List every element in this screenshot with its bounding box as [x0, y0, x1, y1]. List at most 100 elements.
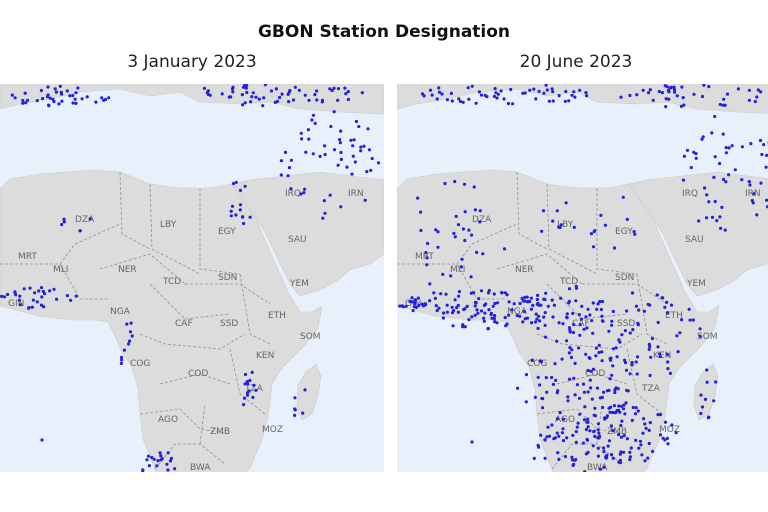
station-marker: [503, 315, 507, 320]
station-marker: [289, 187, 293, 191]
station-marker: [533, 395, 537, 399]
station-marker: [644, 426, 648, 430]
station-marker: [173, 467, 177, 471]
station-marker: [523, 299, 527, 303]
station-marker: [39, 286, 44, 290]
station-marker: [467, 318, 471, 322]
station-marker: [658, 352, 662, 356]
country-label: SSD: [220, 319, 238, 329]
station-marker: [538, 319, 542, 323]
station-marker: [13, 96, 17, 100]
station-marker: [450, 305, 454, 309]
station-marker: [591, 245, 596, 249]
station-marker: [582, 327, 586, 331]
station-marker: [535, 317, 539, 321]
station-marker: [681, 178, 686, 182]
station-marker: [71, 94, 75, 98]
madagascar-landmass: [693, 363, 719, 421]
station-marker: [565, 436, 569, 440]
station-marker: [437, 306, 441, 310]
station-marker: [547, 434, 552, 438]
station-marker: [610, 410, 614, 414]
station-marker: [365, 170, 369, 174]
station-marker: [631, 405, 635, 410]
station-marker: [231, 181, 236, 186]
country-label: MLI: [450, 265, 465, 275]
station-marker: [563, 455, 567, 459]
station-marker: [534, 97, 538, 101]
station-marker: [470, 315, 474, 319]
country-label: EGY: [615, 227, 633, 237]
station-marker: [466, 86, 470, 90]
station-marker: [350, 172, 354, 176]
station-marker: [74, 91, 78, 95]
country-label: TCD: [162, 277, 181, 287]
station-marker: [688, 318, 692, 322]
station-marker: [128, 330, 133, 334]
station-marker: [628, 455, 632, 459]
station-marker: [516, 386, 520, 390]
station-marker: [234, 180, 238, 184]
station-marker: [647, 428, 651, 432]
station-marker: [293, 85, 297, 89]
station-marker: [58, 84, 62, 88]
station-marker: [550, 375, 554, 380]
station-marker: [349, 138, 353, 142]
station-marker: [0, 294, 4, 298]
station-marker: [165, 462, 169, 466]
station-marker: [582, 390, 586, 394]
station-marker: [78, 229, 82, 233]
station-marker: [537, 89, 541, 93]
station-marker: [596, 302, 600, 306]
station-marker: [507, 313, 511, 317]
station-marker: [730, 144, 734, 148]
station-marker: [35, 99, 39, 103]
station-marker: [614, 410, 618, 414]
station-marker: [293, 396, 297, 400]
station-marker: [721, 132, 725, 136]
station-marker: [634, 438, 638, 442]
map-panel-january: DZA LBY EGY IRQ IRN SAU YEM MRT MLI NER TCD SDN GIN N…: [0, 84, 384, 472]
station-marker: [250, 370, 254, 374]
station-marker: [736, 87, 740, 91]
station-marker: [666, 88, 671, 92]
station-marker: [566, 399, 570, 403]
station-marker: [120, 355, 124, 359]
station-marker: [269, 89, 274, 93]
station-marker: [434, 228, 438, 232]
station-marker: [273, 100, 277, 104]
station-marker: [702, 84, 706, 87]
country-label: LBY: [557, 220, 574, 230]
station-marker: [543, 456, 547, 460]
station-marker: [436, 245, 440, 249]
station-marker: [584, 452, 588, 456]
station-marker: [551, 219, 555, 223]
station-marker: [608, 410, 612, 414]
station-marker: [566, 395, 570, 399]
africa-station-map-june: DZALBYEGYIRQIRNSAUYEMMRTMLINERTCDSDNGINN…: [397, 84, 768, 472]
station-marker: [630, 291, 635, 295]
station-marker: [557, 434, 561, 438]
station-marker: [575, 425, 579, 429]
station-marker: [665, 436, 669, 440]
station-marker: [68, 94, 72, 98]
station-marker: [354, 119, 359, 124]
country-border: [536, 408, 628, 435]
station-marker: [550, 87, 554, 91]
station-marker: [578, 323, 582, 327]
station-marker: [542, 91, 546, 95]
station-marker: [689, 165, 693, 170]
station-marker: [522, 310, 526, 314]
station-marker: [318, 154, 322, 158]
station-marker: [94, 100, 98, 104]
station-marker: [599, 307, 603, 312]
station-marker: [611, 309, 615, 314]
station-marker: [424, 251, 428, 255]
station-marker: [613, 246, 617, 250]
station-marker: [493, 87, 497, 91]
station-marker: [62, 217, 66, 221]
station-marker: [543, 438, 547, 442]
station-marker: [2, 295, 7, 299]
station-marker: [46, 85, 50, 89]
station-marker: [555, 431, 559, 435]
